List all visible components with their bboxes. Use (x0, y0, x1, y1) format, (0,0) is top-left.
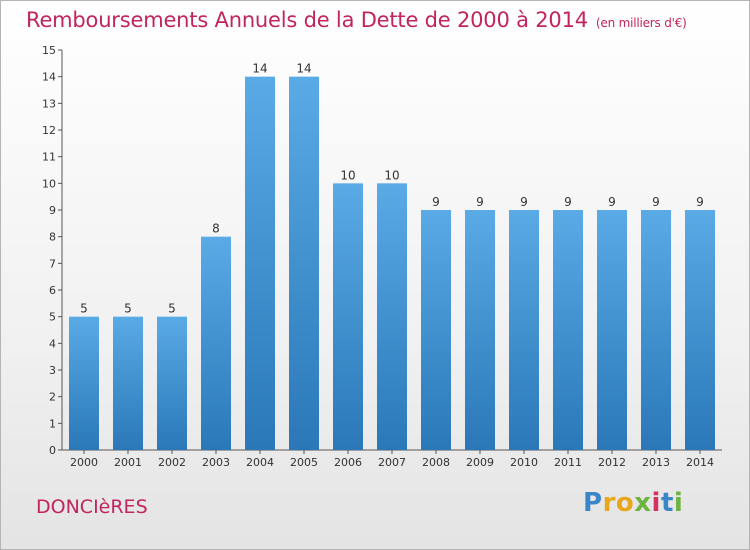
bar (465, 210, 495, 450)
x-tick-label: 2009 (466, 456, 494, 469)
data-label: 9 (696, 195, 704, 209)
data-label: 9 (564, 195, 572, 209)
x-tick-label: 2011 (554, 456, 582, 469)
bar (377, 183, 407, 451)
x-tick-label: 2006 (334, 456, 362, 469)
proxiti-logo[interactable]: Proxiti (583, 488, 683, 518)
y-tick-label: 13 (42, 97, 56, 110)
y-tick-label: 10 (42, 177, 56, 190)
y-tick-label: 6 (49, 284, 56, 297)
x-tick-label: 2004 (246, 456, 274, 469)
chart-title: Remboursements Annuels de la Dette de 20… (26, 8, 687, 32)
x-tick-label: 2007 (378, 456, 406, 469)
logo-letter: t (660, 488, 674, 518)
bar (421, 210, 451, 450)
y-tick-label: 14 (42, 71, 56, 84)
bar (157, 316, 187, 450)
bar (245, 76, 275, 451)
y-tick-label: 1 (49, 417, 56, 430)
y-tick-label: 7 (49, 257, 56, 270)
data-label: 10 (384, 168, 399, 182)
x-tick-label: 2000 (70, 456, 98, 469)
x-tick-label: 2001 (114, 456, 142, 469)
place-name: DONCIèRES (36, 496, 148, 518)
bar (553, 210, 583, 450)
data-label: 8 (212, 222, 220, 236)
y-tick-label: 5 (49, 311, 56, 324)
data-label: 9 (608, 195, 616, 209)
bar (69, 316, 99, 450)
x-tick-label: 2010 (510, 456, 538, 469)
bar (641, 210, 671, 450)
y-tick-label: 4 (49, 337, 56, 350)
bar (333, 183, 363, 451)
x-tick-label: 2013 (642, 456, 670, 469)
y-tick-label: 9 (49, 204, 56, 217)
chart-subtitle: (en milliers d'€) (595, 16, 687, 30)
chart-title-text: Remboursements Annuels de la Dette de 20… (26, 8, 588, 32)
data-label: 5 (80, 302, 88, 316)
y-tick-label: 0 (49, 444, 56, 457)
y-tick-label: 8 (49, 231, 56, 244)
y-tick-label: 15 (42, 44, 56, 57)
bar (685, 210, 715, 450)
bar (289, 76, 319, 451)
y-tick-label: 2 (49, 391, 56, 404)
bar (113, 316, 143, 450)
data-label: 5 (124, 302, 132, 316)
data-label: 14 (296, 62, 311, 76)
logo-letter: P (583, 488, 603, 518)
logo-letter: i (673, 488, 684, 518)
data-label: 9 (652, 195, 660, 209)
data-label: 14 (252, 62, 267, 76)
logo-letter: o (615, 488, 635, 518)
data-label: 9 (520, 195, 528, 209)
data-label: 5 (168, 302, 176, 316)
x-tick-label: 2008 (422, 456, 450, 469)
x-tick-label: 2005 (290, 456, 318, 469)
y-tick-label: 3 (49, 364, 56, 377)
x-tick-label: 2012 (598, 456, 626, 469)
data-label: 10 (340, 168, 355, 182)
bar (201, 236, 231, 450)
bar (597, 210, 627, 450)
logo-letter: x (634, 488, 652, 518)
x-tick-label: 2003 (202, 456, 230, 469)
y-tick-label: 11 (42, 151, 56, 164)
data-label: 9 (432, 195, 440, 209)
data-label: 9 (476, 195, 484, 209)
x-tick-label: 2002 (158, 456, 186, 469)
y-tick-label: 12 (42, 124, 56, 137)
x-tick-label: 2014 (686, 456, 714, 469)
bar (509, 210, 539, 450)
logo-letter: i (651, 488, 661, 518)
logo-letter: r (602, 488, 616, 518)
